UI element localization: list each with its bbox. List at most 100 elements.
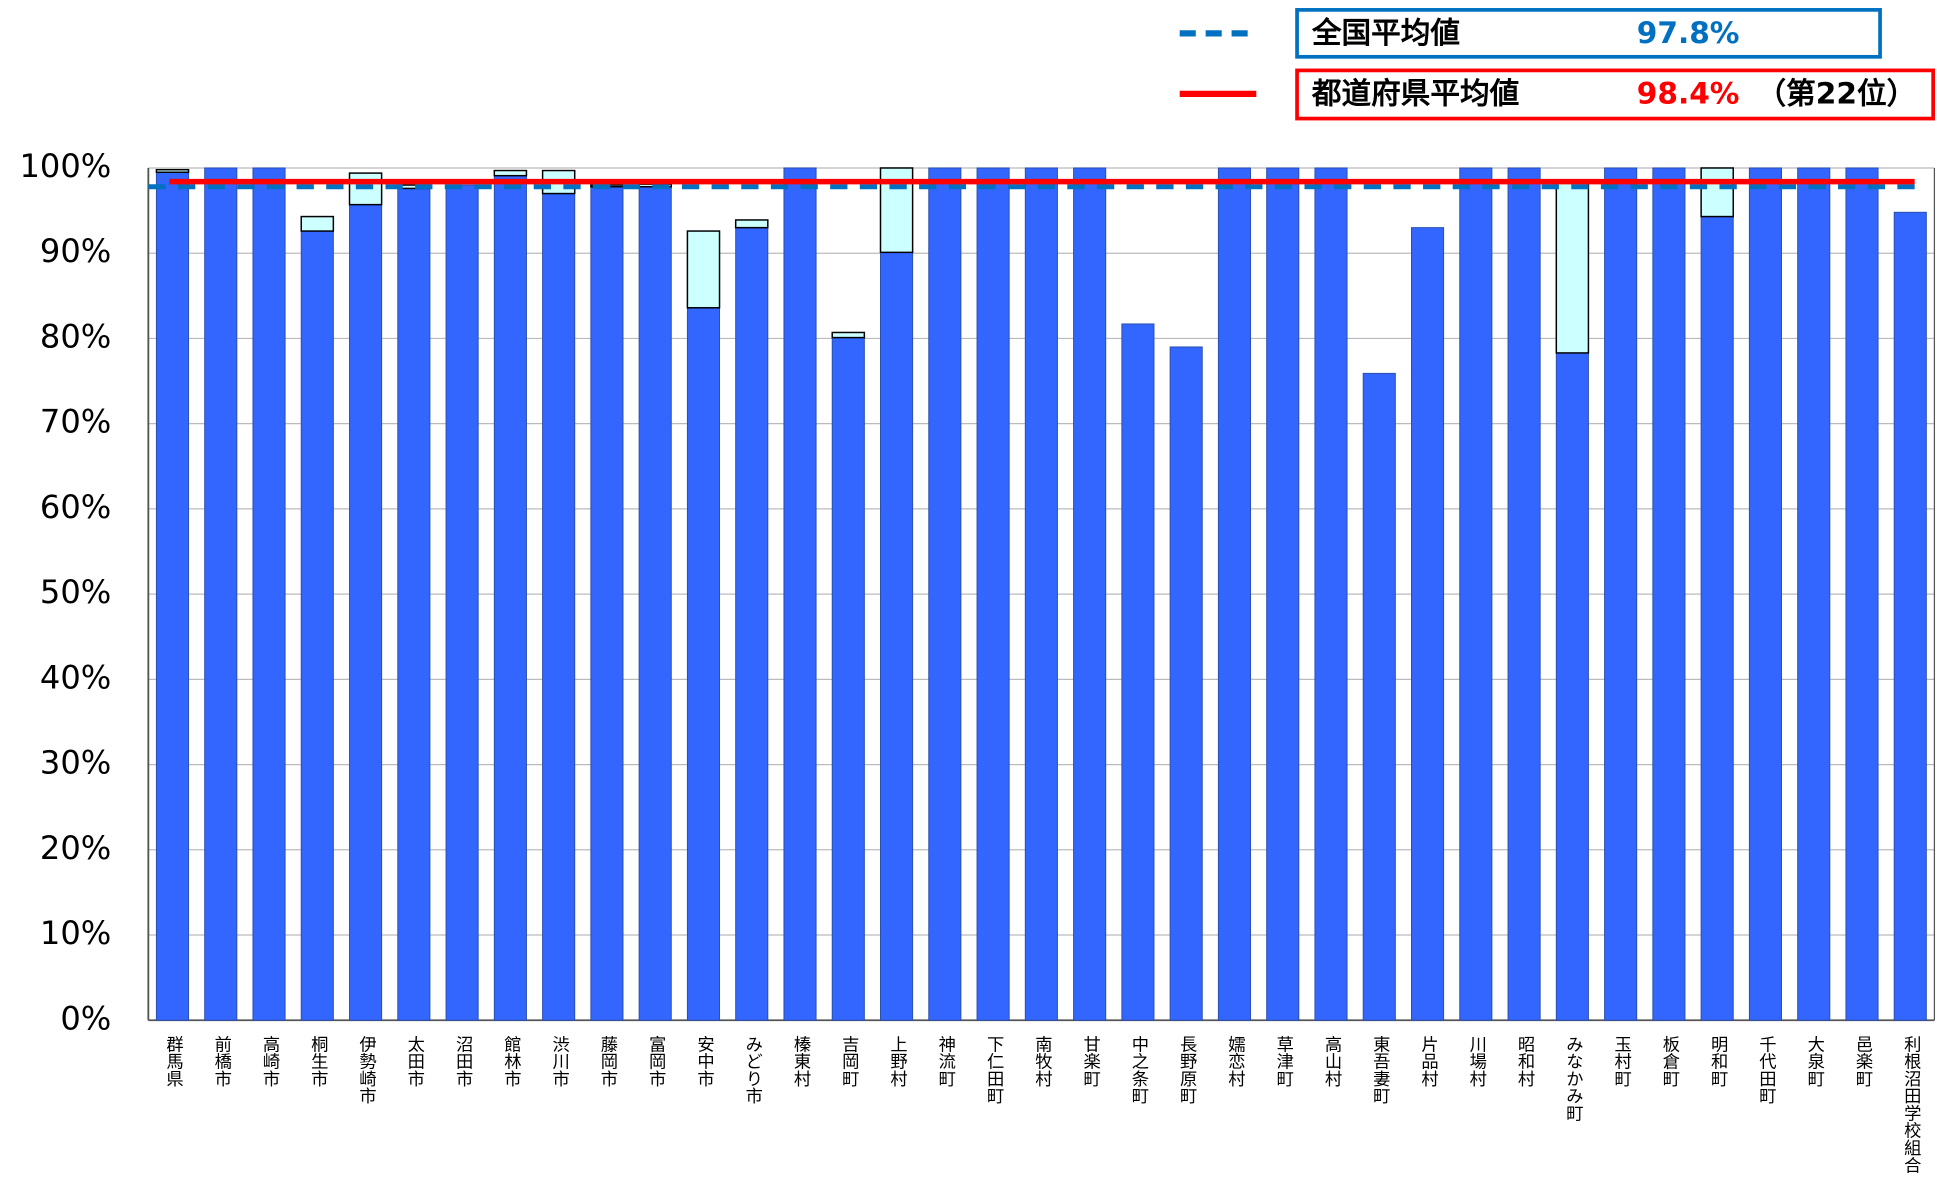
x-tick-label: 南牧村	[1031, 1035, 1052, 1087]
y-tick-label: 60%	[40, 488, 111, 526]
x-tick-label: 榛東村	[790, 1035, 811, 1087]
bar	[590, 186, 624, 1021]
bar	[686, 307, 721, 1021]
x-tick-label: 玉村町	[1611, 1035, 1632, 1087]
bar	[1893, 211, 1927, 1021]
bar	[1362, 372, 1396, 1021]
y-tick-label: 10%	[40, 914, 111, 952]
bar	[734, 219, 769, 229]
bar	[1459, 167, 1493, 1021]
x-tick-label: 草津町	[1273, 1035, 1294, 1087]
x-tick-label: 上野村	[887, 1035, 908, 1087]
bar	[1652, 167, 1686, 1021]
bar	[542, 193, 576, 1021]
bar	[1073, 167, 1107, 1021]
x-tick-label: 片品村	[1418, 1035, 1439, 1087]
bar	[445, 184, 479, 1021]
x-tick-label: 渋川市	[549, 1035, 570, 1087]
y-tick-label: 80%	[40, 317, 111, 355]
y-tick-label: 70%	[40, 403, 111, 441]
bar	[1555, 180, 1590, 354]
bar	[1748, 167, 1783, 1021]
bar	[1845, 167, 1879, 1021]
x-tick-label: 神流町	[935, 1035, 956, 1087]
x-tick-label: 沼田市	[452, 1035, 473, 1087]
x-tick-label: 高山村	[1321, 1035, 1342, 1087]
bar	[1700, 167, 1734, 218]
x-tick-label: 長野原町	[1176, 1035, 1197, 1104]
bar	[397, 187, 431, 1021]
x-tick-label: 嬬恋村	[1224, 1035, 1245, 1087]
y-tick-label: 100%	[19, 147, 111, 185]
bar	[1410, 227, 1445, 1021]
bar	[155, 171, 190, 1021]
x-tick-label: 吉岡町	[838, 1035, 858, 1087]
legend-note: （第22位）	[1757, 76, 1917, 111]
legend-label: 都道府県平均値	[1311, 76, 1519, 111]
x-tick-label: 川場村	[1466, 1035, 1487, 1087]
bar	[1314, 167, 1348, 1021]
x-tick-label: 下仁田町	[983, 1035, 1004, 1104]
x-tick-label: 前橋市	[211, 1035, 232, 1087]
bar	[252, 167, 286, 1021]
bar	[1555, 352, 1589, 1021]
bar	[1266, 167, 1300, 1021]
x-tick-label: 邑楽町	[1852, 1035, 1873, 1087]
bar	[1024, 167, 1058, 1021]
x-tick-label: 大泉町	[1804, 1035, 1825, 1087]
bar	[686, 230, 721, 309]
bar	[1121, 323, 1155, 1021]
y-tick-label: 30%	[40, 744, 111, 782]
bar	[831, 331, 866, 339]
bar	[976, 167, 1010, 1021]
y-tick-label: 50%	[40, 573, 111, 611]
x-tick-label: 安中市	[693, 1035, 714, 1087]
x-tick-label: みなかみ町	[1562, 1035, 1582, 1121]
bar	[1217, 167, 1252, 1021]
legend-box	[1295, 8, 1882, 59]
x-tick-label: 千代田町	[1755, 1035, 1776, 1104]
x-tick-label: 板倉町	[1659, 1035, 1680, 1087]
bar	[1700, 216, 1734, 1021]
bar	[1604, 167, 1638, 1021]
bar	[300, 230, 334, 1021]
bar	[1797, 167, 1831, 1021]
bar	[783, 167, 817, 1021]
x-tick-label: 中之条町	[1128, 1035, 1149, 1104]
y-tick-label: 20%	[40, 829, 111, 867]
bar	[638, 186, 672, 1021]
x-tick-label: 昭和村	[1514, 1035, 1535, 1087]
x-tick-label: 伊勢崎市	[356, 1035, 377, 1104]
bar	[349, 204, 383, 1021]
bar	[735, 227, 769, 1021]
x-tick-label: 桐生市	[307, 1035, 328, 1087]
x-tick-label: 館林市	[500, 1035, 521, 1087]
y-tick-label: 90%	[40, 232, 111, 270]
bar	[204, 167, 238, 1021]
bar	[831, 337, 865, 1021]
legend-value: 97.8%	[1637, 15, 1740, 50]
bar	[880, 251, 914, 1021]
x-tick-label: 群馬県	[162, 1035, 183, 1087]
bar	[300, 215, 335, 232]
x-tick-label: 甘楽町	[1080, 1035, 1101, 1087]
bar	[928, 167, 962, 1021]
y-tick-label: 40%	[40, 658, 111, 696]
bar	[155, 168, 190, 173]
x-tick-label: 利根沼田学校組合	[1900, 1035, 1921, 1173]
legend-value: 98.4%	[1637, 76, 1740, 111]
x-tick-label: 東吾妻町	[1369, 1035, 1390, 1104]
bar	[493, 175, 527, 1021]
x-tick-label: 富岡市	[645, 1035, 666, 1087]
y-tick-label: 0%	[60, 999, 111, 1037]
x-tick-label: 太田市	[404, 1035, 425, 1087]
x-tick-label: 高崎市	[259, 1035, 280, 1087]
x-tick-label: 明和町	[1707, 1035, 1728, 1087]
legend-label: 全国平均値	[1311, 15, 1460, 50]
bar	[493, 169, 528, 177]
legend-box	[1295, 68, 1936, 121]
x-tick-label: 藤岡市	[597, 1035, 618, 1087]
bar	[1507, 167, 1541, 1021]
